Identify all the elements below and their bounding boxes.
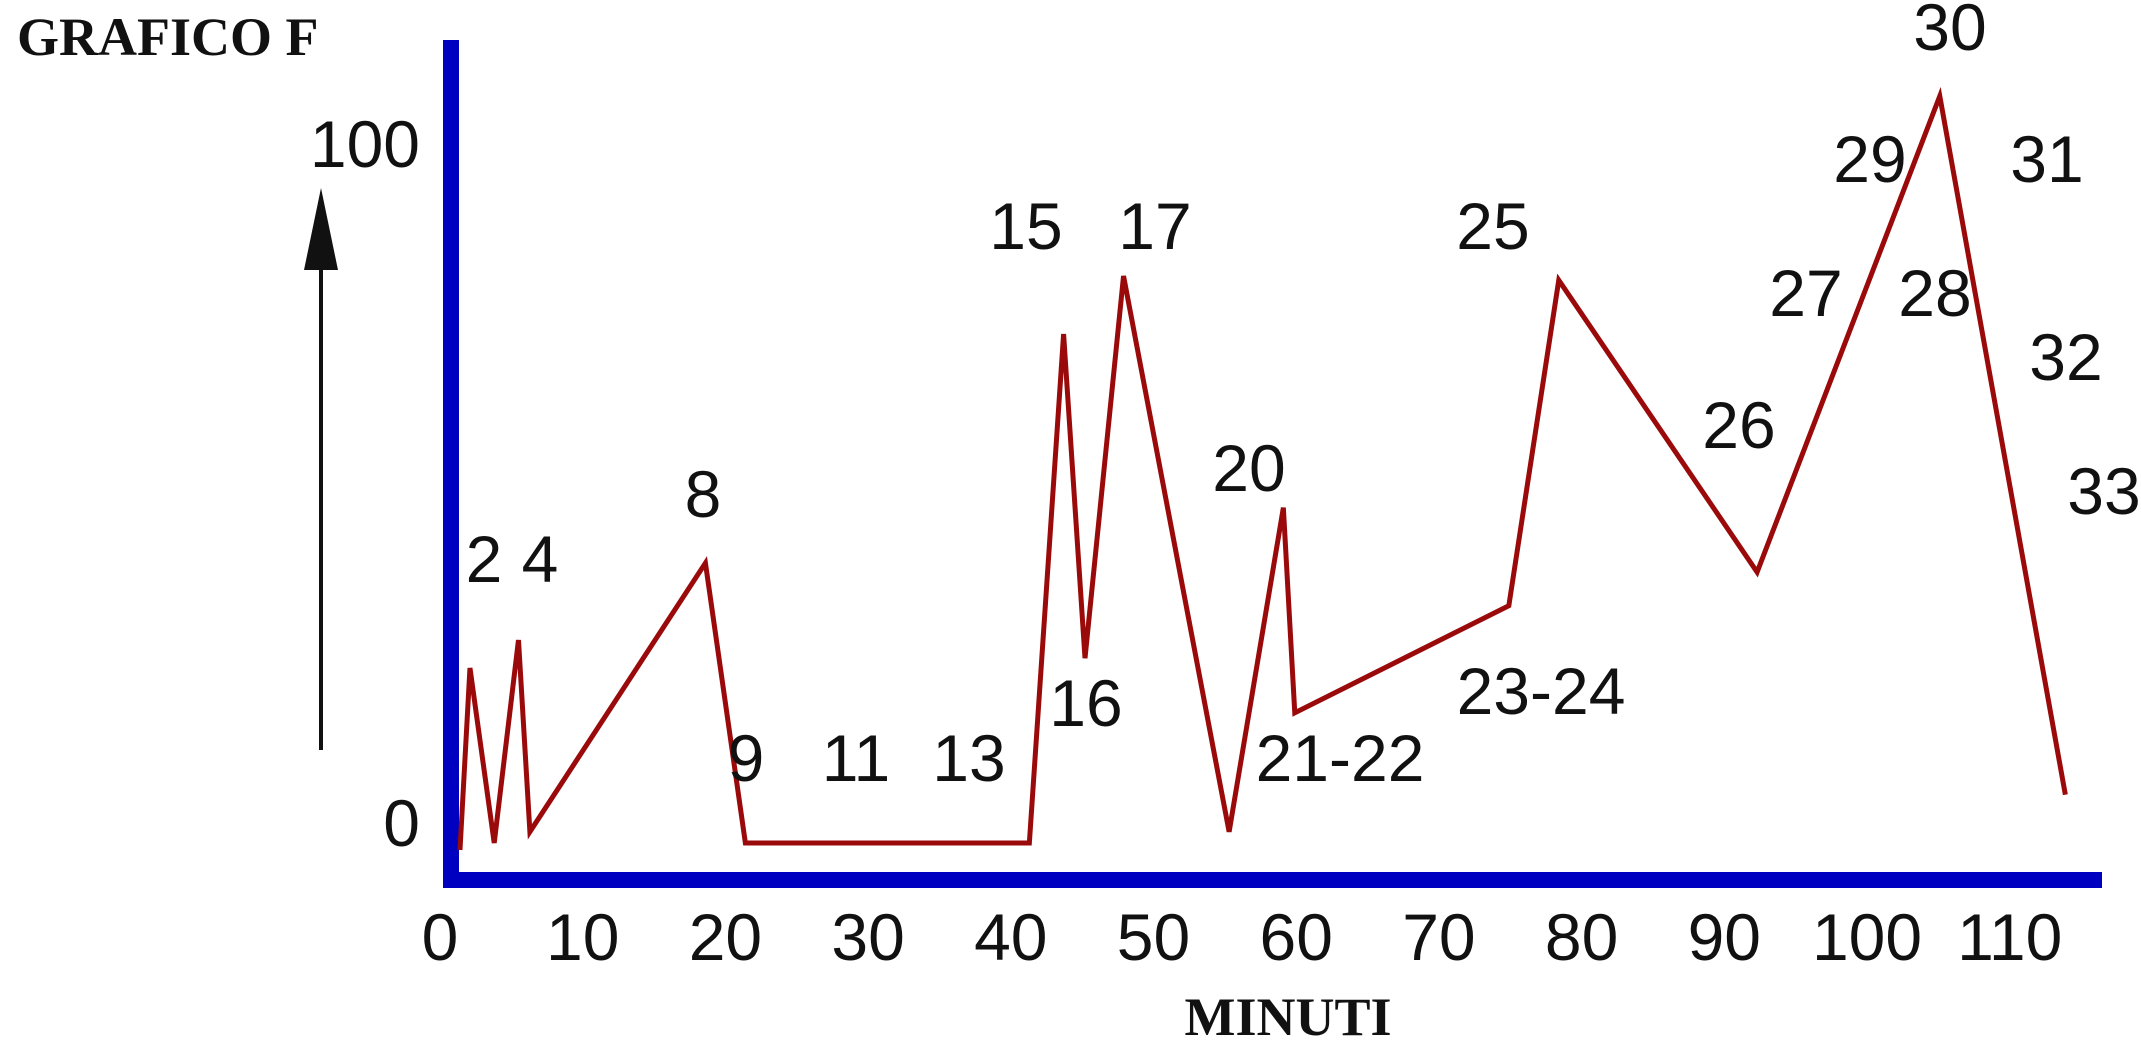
x-tick-label: 80	[1545, 900, 1618, 974]
x-tick-label: 110	[1957, 900, 2062, 974]
y-tick-labels: 0 100	[310, 107, 420, 860]
y-tick-label: 100	[310, 107, 420, 181]
annotation-label: 29	[1833, 122, 1906, 196]
annotation-label: 16	[1049, 666, 1122, 740]
series-line	[457, 86, 2068, 851]
x-tick-label: 50	[1117, 900, 1190, 974]
y-arrow	[304, 188, 338, 750]
annotation-label: 11	[822, 721, 891, 795]
x-tick-label: 40	[974, 900, 1047, 974]
x-tick-label: 30	[831, 900, 904, 974]
x-tick-label: 20	[689, 900, 762, 974]
annotation-label: 17	[1118, 189, 1191, 263]
annotation-label: 27	[1769, 256, 1842, 330]
annotation-label: 21-22	[1256, 721, 1425, 795]
annotation-label: 4	[522, 522, 559, 596]
annotation-label: 26	[1702, 388, 1775, 462]
x-tick-label: 70	[1402, 900, 1475, 974]
annotation-label: 15	[989, 189, 1062, 263]
annotation-label: 31	[2010, 122, 2083, 196]
y-axis	[443, 40, 459, 888]
annotation-label: 13	[932, 721, 1005, 795]
x-tick-label: 100	[1812, 900, 1922, 974]
annotation-label: 9	[728, 721, 765, 795]
x-tick-label: 60	[1259, 900, 1332, 974]
chart-title: GRAFICO F	[17, 7, 318, 67]
x-tick-label: 90	[1688, 900, 1761, 974]
x-axis-label: MINUTI	[1184, 987, 1391, 1047]
x-tick-label: 10	[546, 900, 619, 974]
annotation-label: 20	[1212, 431, 1285, 505]
annotation-label: 8	[685, 457, 722, 531]
x-tick-labels: 0 10 20 30 40 50 60 70 80 90 100 110	[422, 900, 2063, 974]
annotation-label: 32	[2029, 320, 2102, 394]
arrow-up-icon	[304, 188, 338, 270]
x-axis	[443, 872, 2102, 888]
annotation-label: 2	[466, 522, 503, 596]
annotation-label: 23-24	[1457, 654, 1626, 728]
y-tick-label: 0	[383, 786, 420, 860]
annotation-label: 25	[1456, 189, 1529, 263]
x-tick-label: 0	[422, 900, 459, 974]
annotation-label: 28	[1898, 256, 1971, 330]
annotation-label: 30	[1913, 0, 1986, 64]
annotation-label: 33	[2067, 454, 2140, 528]
